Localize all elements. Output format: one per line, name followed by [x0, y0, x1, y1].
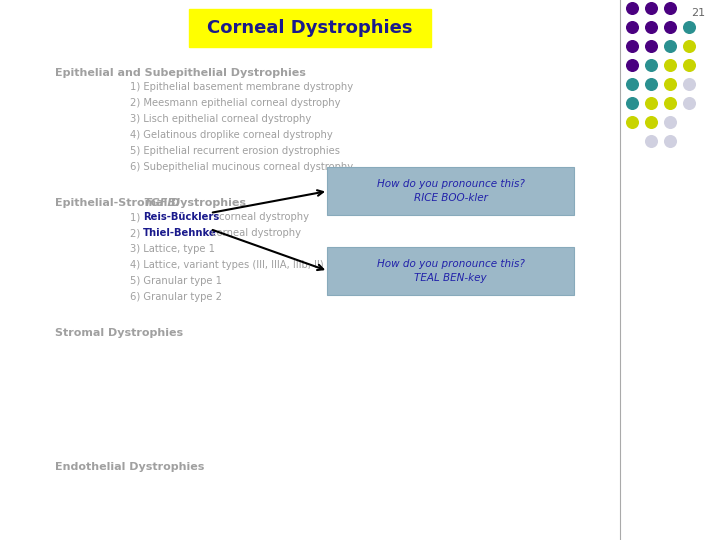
Point: [645, 4, 657, 12]
Text: corneal dystrophy: corneal dystrophy: [216, 212, 309, 222]
Text: 2): 2): [130, 228, 143, 238]
Point: [626, 23, 638, 31]
Point: [683, 60, 695, 69]
Text: 4) Gelatinous droplike corneal dystrophy: 4) Gelatinous droplike corneal dystrophy: [130, 130, 333, 140]
Point: [665, 99, 676, 107]
Text: TGFBI: TGFBI: [143, 198, 180, 208]
Point: [626, 118, 638, 126]
Text: Dystrophies: Dystrophies: [166, 198, 246, 208]
Text: Endothelial Dystrophies: Endothelial Dystrophies: [55, 462, 204, 472]
Text: Epithelial and Subepithelial Dystrophies: Epithelial and Subepithelial Dystrophies: [55, 68, 306, 78]
Point: [645, 99, 657, 107]
Point: [683, 80, 695, 89]
Point: [645, 118, 657, 126]
FancyBboxPatch shape: [327, 167, 574, 215]
Point: [645, 137, 657, 145]
Text: Thiel-Behnke: Thiel-Behnke: [143, 228, 217, 238]
Point: [626, 80, 638, 89]
Point: [626, 4, 638, 12]
Text: Epithelial-Stromal: Epithelial-Stromal: [55, 198, 171, 208]
Text: 6) Subepithelial mucinous corneal dystrophy: 6) Subepithelial mucinous corneal dystro…: [130, 162, 353, 172]
Text: How do you pronounce this?
RICE BOO-kler: How do you pronounce this? RICE BOO-kler: [377, 179, 524, 202]
FancyBboxPatch shape: [189, 9, 431, 47]
Text: Stromal Dystrophies: Stromal Dystrophies: [55, 328, 183, 338]
Point: [626, 42, 638, 50]
Point: [665, 60, 676, 69]
Text: 5) Granular type 1: 5) Granular type 1: [130, 276, 222, 286]
Text: 5) Epithelial recurrent erosion dystrophies: 5) Epithelial recurrent erosion dystroph…: [130, 146, 340, 156]
Point: [683, 99, 695, 107]
Point: [626, 99, 638, 107]
Point: [645, 80, 657, 89]
Point: [683, 42, 695, 50]
Text: Corneal Dystrophies: Corneal Dystrophies: [207, 19, 413, 37]
Text: 21: 21: [691, 8, 705, 18]
Text: 6) Granular type 2: 6) Granular type 2: [130, 292, 222, 302]
FancyBboxPatch shape: [327, 247, 574, 295]
Text: Reis-Bücklers: Reis-Bücklers: [143, 212, 220, 222]
Point: [665, 137, 676, 145]
Point: [645, 42, 657, 50]
Point: [665, 80, 676, 89]
Text: 4) Lattice, variant types (III, IIIA, IIIb, II): 4) Lattice, variant types (III, IIIA, II…: [130, 260, 323, 270]
Text: 2) Meesmann epithelial corneal dystrophy: 2) Meesmann epithelial corneal dystrophy: [130, 98, 341, 108]
Text: 1): 1): [130, 212, 143, 222]
Text: 1) Epithelial basement membrane dystrophy: 1) Epithelial basement membrane dystroph…: [130, 82, 353, 92]
Point: [665, 4, 676, 12]
Point: [665, 118, 676, 126]
Text: 3) Lisch epithelial corneal dystrophy: 3) Lisch epithelial corneal dystrophy: [130, 114, 311, 124]
Point: [645, 60, 657, 69]
Text: How do you pronounce this?
TEAL BEN-key: How do you pronounce this? TEAL BEN-key: [377, 259, 524, 282]
Point: [665, 42, 676, 50]
Point: [626, 60, 638, 69]
Point: [683, 23, 695, 31]
Text: corneal dystrophy: corneal dystrophy: [208, 228, 301, 238]
Point: [645, 23, 657, 31]
Point: [665, 23, 676, 31]
Text: 3) Lattice, type 1: 3) Lattice, type 1: [130, 244, 215, 254]
